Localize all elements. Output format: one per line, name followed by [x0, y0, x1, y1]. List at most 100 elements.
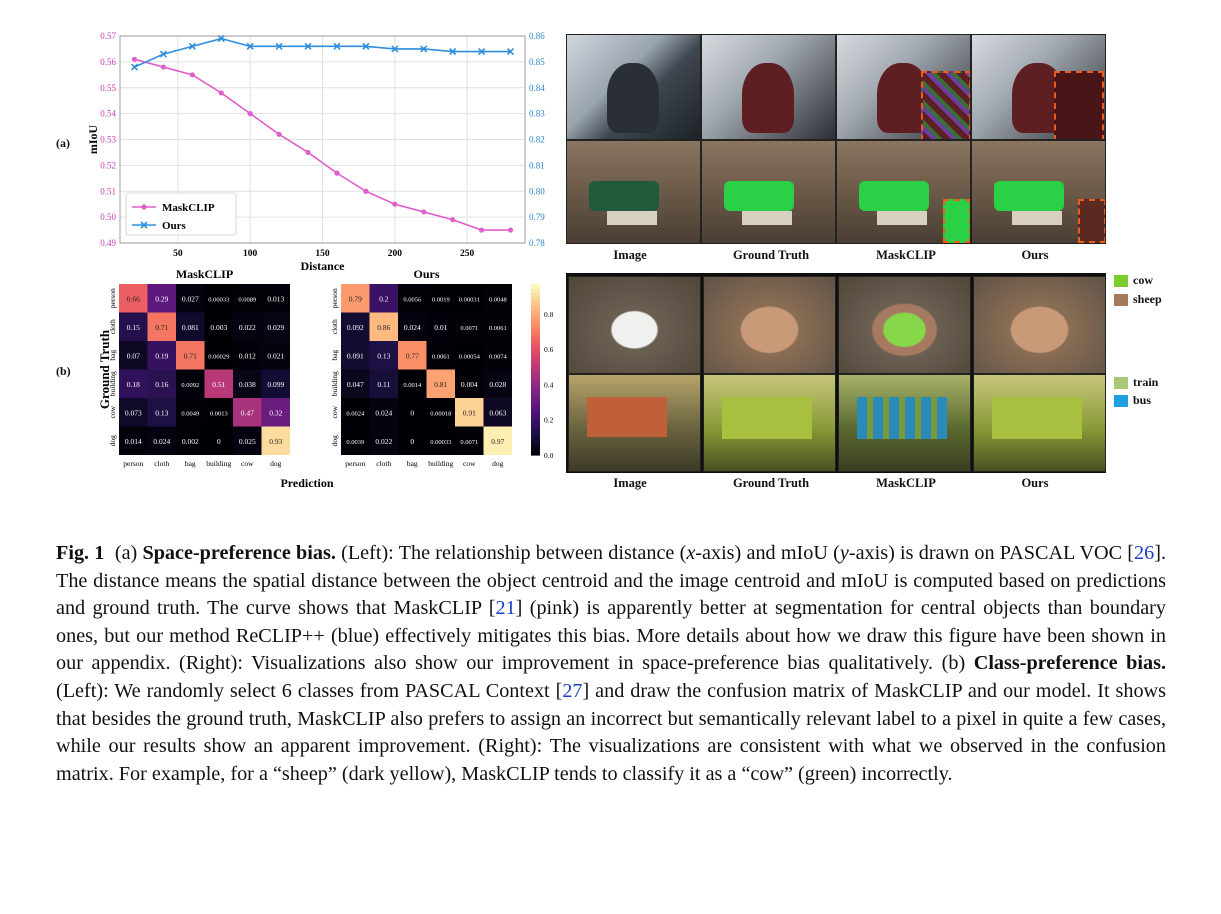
- cm-colorbar-segment: [531, 292, 540, 298]
- vis-a-room-ground-truth: [701, 140, 836, 244]
- caption-y-var: y: [839, 542, 849, 564]
- cm-ours-cell: [341, 426, 370, 455]
- citation-link-26[interactable]: 26: [1134, 542, 1155, 564]
- panel-b-label: (b): [56, 364, 71, 378]
- cm-colorbar-segment: [531, 305, 540, 311]
- cm-xlabel: Prediction: [280, 476, 333, 490]
- line-chart-legend-label: Ours: [162, 220, 187, 232]
- cm-ours-cell: [398, 284, 427, 313]
- cm-maskclip-cell-label: 0.013: [267, 294, 284, 303]
- caption-x-var: x: [686, 542, 696, 564]
- caption-text-4: ]. The distance means the spatial distan…: [56, 542, 1166, 620]
- legend-cow: cow: [1114, 273, 1153, 288]
- caption-text-5: ] (pink) is apparently better at segment…: [56, 597, 1166, 675]
- cm-maskclip-cell: [233, 312, 262, 341]
- line-chart-right-ytick-label: 0.84: [529, 83, 545, 93]
- cm-colorbar-tick-label: 0.2: [544, 416, 554, 425]
- cm-maskclip-cell-label: 0.19: [155, 351, 168, 360]
- line-chart-point-maskclip: [247, 111, 253, 117]
- cm-maskclip-cell-label: 0.66: [127, 294, 140, 303]
- cm-ours-cell-label: 0: [410, 408, 414, 417]
- cm-colorbar-segment: [531, 348, 540, 353]
- cm-colorbar-segment: [531, 365, 540, 371]
- vis-a-room-image: [566, 140, 701, 244]
- vis-b-col-image: Image: [613, 476, 647, 490]
- cm-ours-cell: [369, 426, 398, 455]
- cm-maskclip-ytick-label: dog: [108, 435, 117, 447]
- citation-link-21[interactable]: 21: [495, 597, 516, 620]
- line-chart-point-ours: [506, 47, 515, 56]
- line-chart-left-ytick-label: 0.52: [100, 160, 116, 170]
- cm-ours-cell: [398, 312, 427, 341]
- cm-maskclip-cell: [119, 369, 148, 398]
- cm-maskclip-ytick-label: building: [108, 371, 117, 396]
- cm-maskclip-cell: [176, 284, 205, 313]
- cm-ours-cell-label: 0.0024: [346, 410, 365, 417]
- cm-ours-cell-label: 0.028: [489, 380, 506, 389]
- cm-ours-cell: [398, 341, 427, 370]
- cm-maskclip-cell-label: 0.025: [239, 437, 256, 446]
- cm-colorbar-segment: [531, 356, 540, 362]
- cm-ours-cell: [426, 369, 455, 398]
- cm-colorbar-segment: [531, 360, 540, 366]
- cm-colorbar-segment: [531, 395, 540, 401]
- line-chart-ylabel: mIoU: [86, 125, 100, 155]
- cm-maskclip-cell: [261, 284, 290, 313]
- cm-maskclip-cell-label: 0.16: [155, 380, 168, 389]
- vis-a-col-image: Image: [613, 248, 647, 262]
- cm-maskclip-cell-label: 0: [217, 437, 221, 446]
- cm-ours-cell: [341, 341, 370, 370]
- cm-maskclip-cell-label: 0.0089: [238, 296, 256, 303]
- cm-ours-cell: [398, 426, 427, 455]
- cm-ours-cell-label: 0.091: [347, 351, 364, 360]
- cm-ours-ytick-label: person: [330, 288, 339, 308]
- line-chart-left-ytick-label: 0.56: [100, 57, 116, 67]
- cm-ours-cell: [455, 284, 484, 313]
- caption-heading-class: Class-preference bias.: [973, 652, 1167, 675]
- cm-maskclip-cell: [147, 284, 176, 313]
- cm-colorbar-segment: [531, 442, 540, 448]
- cm-ours-cell: [455, 341, 484, 370]
- cm-maskclip-cell: [119, 284, 148, 313]
- citation-link-27[interactable]: 27: [562, 679, 583, 702]
- vis-b-train-ground-truth: [703, 374, 836, 472]
- cm-maskclip-cell-label: 0.71: [155, 323, 168, 332]
- cm-colorbar-tick-label: 0.0: [544, 451, 554, 460]
- cm-ours-cell-label: 0.0071: [460, 325, 478, 332]
- cm-colorbar-segment: [531, 373, 540, 379]
- cm-maskclip-cell: [204, 312, 233, 341]
- cm-ours-cell-label: 0: [410, 437, 414, 446]
- cm-maskclip-cell: [119, 398, 148, 427]
- cm-ours-cell-label: 0.0014: [403, 382, 422, 389]
- cm-ours-cell-label: 0.0039: [346, 439, 364, 446]
- caption-text-1: (Left): The relationship between distanc…: [335, 542, 687, 564]
- cm-maskclip-cell: [261, 398, 290, 427]
- line-chart-point-maskclip: [218, 90, 224, 96]
- cm-ours-cell: [369, 284, 398, 313]
- cm-ours-cell-label: 0.0019: [432, 296, 450, 303]
- cm-maskclip-cell-label: 0.07: [127, 351, 140, 360]
- cm-maskclip-cell-label: 0.0049: [181, 410, 199, 417]
- cm-maskclip-cell-label: 0.0092: [181, 382, 199, 389]
- vis-b-col-maskclip: MaskCLIP: [876, 476, 936, 490]
- line-chart-right-ytick-label: 0.79: [529, 212, 545, 222]
- cm-maskclip-cell: [261, 369, 290, 398]
- cm-maskclip-cell: [233, 341, 262, 370]
- vis-b-train-maskclip: [838, 374, 971, 472]
- line-chart-series-maskclip: [134, 58, 511, 231]
- panel-a-label: (a): [56, 136, 70, 150]
- legend-sheep-label: sheep: [1133, 292, 1162, 306]
- cm-ours-cell: [483, 341, 512, 370]
- cm-maskclip-title: MaskCLIP: [176, 267, 233, 281]
- line-chart-point-ours: [188, 42, 196, 50]
- cm-ours-cell: [483, 398, 512, 427]
- vis-a-room-ours: [971, 140, 1106, 244]
- vis-b-grid: [566, 273, 1106, 473]
- cm-ours-cell-label: 0.00054: [459, 353, 481, 360]
- cm-ours-cell: [341, 398, 370, 427]
- line-chart-point-ours: [275, 42, 283, 50]
- cm-ours-xtick-label: person: [345, 459, 365, 468]
- vis-a-room-maskclip: [836, 140, 971, 244]
- cm-ours-ytick-label: dog: [330, 435, 339, 447]
- confusion-matrices: MaskCLIP 0.66 0.29 0.027 0.00033 0.0089 0.013 0…: [97, 267, 554, 490]
